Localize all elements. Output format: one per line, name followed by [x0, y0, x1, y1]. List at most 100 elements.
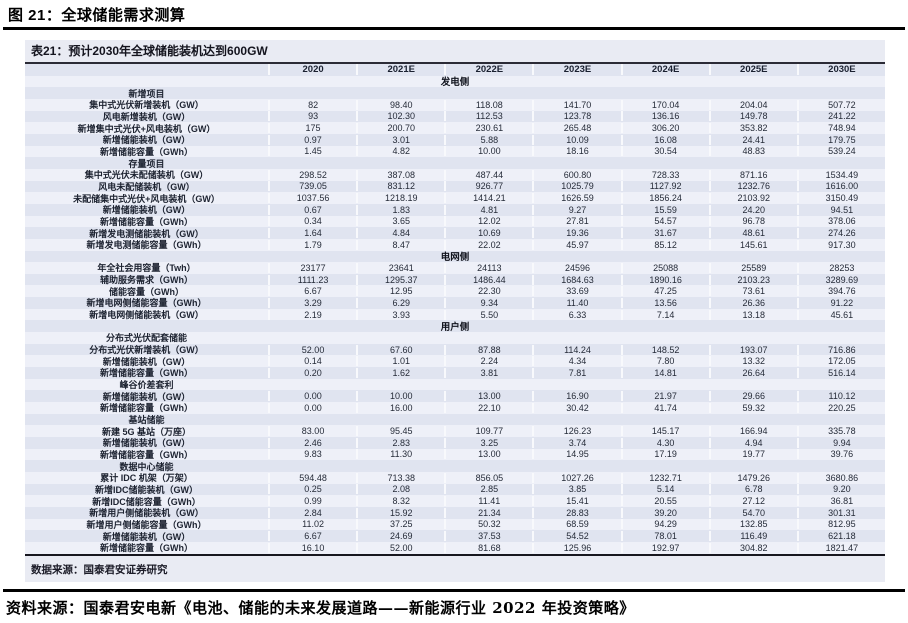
value-cell: 116.49: [708, 531, 797, 542]
value-cell: 2103.23: [708, 274, 797, 285]
value-cell: 2103.92: [708, 193, 797, 204]
value-cell: 29.66: [708, 391, 797, 402]
value-cell: 6.33: [532, 309, 620, 320]
value-cell: 39.76: [796, 449, 885, 460]
value-cell: 126.23: [532, 426, 620, 437]
value-cell: 39.20: [620, 507, 709, 518]
group-row: 存量项目: [25, 157, 885, 169]
value-cell: 1127.92: [620, 181, 709, 192]
value-cell: 10.09: [532, 134, 620, 145]
group-row: 峰谷价差套利: [25, 378, 885, 391]
value-cell: 94.51: [796, 204, 885, 215]
row-label: 新增储能装机（GW）: [102, 205, 191, 216]
value-cell: 2.24: [444, 356, 532, 367]
value-cell: 45.97: [532, 239, 620, 250]
value-cell: 4.94: [708, 437, 797, 448]
value-cell: 3289.69: [796, 274, 885, 285]
value-cell: 13.00: [444, 391, 532, 402]
value-cell: 516.14: [796, 367, 885, 378]
value-cell: 45.61: [796, 309, 885, 320]
value-cell: 2.84: [268, 507, 356, 518]
row-label: 新增电网侧储能容量（GWh）: [86, 298, 207, 309]
table-title: 表21：预计2030年全球储能装机达到600GW: [25, 40, 885, 64]
value-cell: 16.90: [532, 391, 620, 402]
year-header-cell: 2020: [268, 64, 356, 76]
value-cell: 812.95: [796, 519, 885, 530]
value-cell: 5.88: [444, 134, 532, 145]
row-label: 新增发电测储能容量（GWh）: [86, 240, 207, 251]
value-cell: 274.26: [796, 228, 885, 239]
year-header-cell: 2021E: [356, 64, 444, 76]
storage-demand-table-panel: 表21：预计2030年全球储能装机达到600GW 2020 2021E 2022E 2…: [25, 40, 885, 582]
table-source-note: 数据来源：国泰君安证券研究: [31, 563, 168, 576]
value-cell: 8.47: [356, 239, 444, 250]
value-cell: 3.93: [356, 309, 444, 320]
value-cell: 230.61: [444, 123, 532, 134]
value-cell: 4.82: [356, 146, 444, 157]
value-cell: 487.44: [444, 169, 532, 180]
value-cell: 67.60: [356, 344, 444, 355]
value-cell: 301.31: [796, 507, 885, 518]
value-cell: 0.00: [268, 391, 356, 402]
value-cell: 1414.21: [444, 193, 532, 204]
value-cell: 25589: [708, 262, 797, 273]
value-cell: 123.78: [532, 111, 620, 122]
value-cell: 0.34: [268, 216, 356, 227]
value-cell: 125.96: [532, 542, 620, 553]
value-cell: 1232.76: [708, 181, 797, 192]
row-label: 存量项目: [128, 158, 165, 169]
data-row: 风电新增装机（GW） 93 102.30 112.53 123.78 136.16 149.…: [25, 110, 885, 123]
value-cell: 831.12: [356, 181, 444, 192]
value-cell: 95.45: [356, 426, 444, 437]
value-cell: 7.14: [620, 309, 709, 320]
value-cell: 1486.44: [444, 274, 532, 285]
value-cell: 3.74: [532, 437, 620, 448]
value-cell: 24596: [532, 262, 620, 273]
data-row: 新增储能装机（GW） 0.67 1.83 4.81 9.27 15.59 24.20 94.5…: [25, 203, 885, 216]
value-cell: 166.94: [708, 426, 797, 437]
row-label: 年全社会用容量（Twh）: [97, 263, 196, 274]
value-cell: 2.08: [356, 484, 444, 495]
value-cell: 85.12: [620, 239, 709, 250]
value-cell: 136.16: [620, 111, 709, 122]
row-label: 新增IDC储能容量（GWh）: [92, 496, 201, 507]
section-label: 电网侧: [440, 252, 470, 263]
value-cell: 3.85: [532, 484, 620, 495]
value-cell: 179.75: [796, 134, 885, 145]
data-row: 新增集中式光伏+风电装机（GW） 175 200.70 230.61 265.48 306…: [25, 122, 885, 134]
value-cell: 175: [268, 123, 356, 134]
data-row: 新增电网侧储能容量（GWh） 3.29 6.29 9.34 11.40 13.56 26.3…: [25, 297, 885, 309]
value-cell: 6.78: [708, 484, 797, 495]
data-row: 新增IDC储能装机（GW） 0.25 2.08 2.85 3.85 5.14 6.78 9.2…: [25, 483, 885, 496]
group-row: 数据中心储能: [25, 460, 885, 472]
value-cell: 3.65: [356, 216, 444, 227]
row-label: 新增储能容量（GWh）: [100, 403, 193, 414]
value-cell: 22.02: [444, 239, 532, 250]
value-cell: 16.08: [620, 134, 709, 145]
value-cell: 148.52: [620, 344, 709, 355]
value-cell: 21.34: [444, 507, 532, 518]
value-cell: 2.46: [268, 437, 356, 448]
value-cell: 2.83: [356, 437, 444, 448]
value-cell: 10.00: [444, 146, 532, 157]
row-label: 新增储能容量（GWh）: [100, 146, 193, 157]
value-cell: 1037.56: [268, 193, 356, 204]
value-cell: 81.68: [444, 542, 532, 553]
value-cell: 170.04: [620, 99, 709, 110]
data-row: 新增发电测储能装机（GW） 1.64 4.84 10.69 19.36 31.67 48.6…: [25, 227, 885, 239]
value-cell: 6.29: [356, 297, 444, 308]
row-label: 新增储能容量（GWh）: [100, 216, 193, 227]
value-cell: 2.19: [268, 309, 356, 320]
data-row: 新增储能容量（GWh） 0.00 16.00 22.10 30.42 41.74 59.32…: [25, 402, 885, 414]
value-cell: 15.59: [620, 204, 709, 215]
value-cell: 33.69: [532, 286, 620, 297]
row-label: 新增发电测储能装机（GW）: [89, 228, 204, 239]
value-cell: 1218.19: [356, 193, 444, 204]
value-cell: 9.34: [444, 297, 532, 308]
side-row: 电网侧: [25, 250, 885, 263]
value-cell: 716.86: [796, 344, 885, 355]
value-cell: 48.83: [708, 146, 797, 157]
group-row: 分布式光伏配套储能: [25, 332, 885, 344]
value-cell: 36.81: [796, 496, 885, 507]
value-cell: 1856.24: [620, 193, 709, 204]
